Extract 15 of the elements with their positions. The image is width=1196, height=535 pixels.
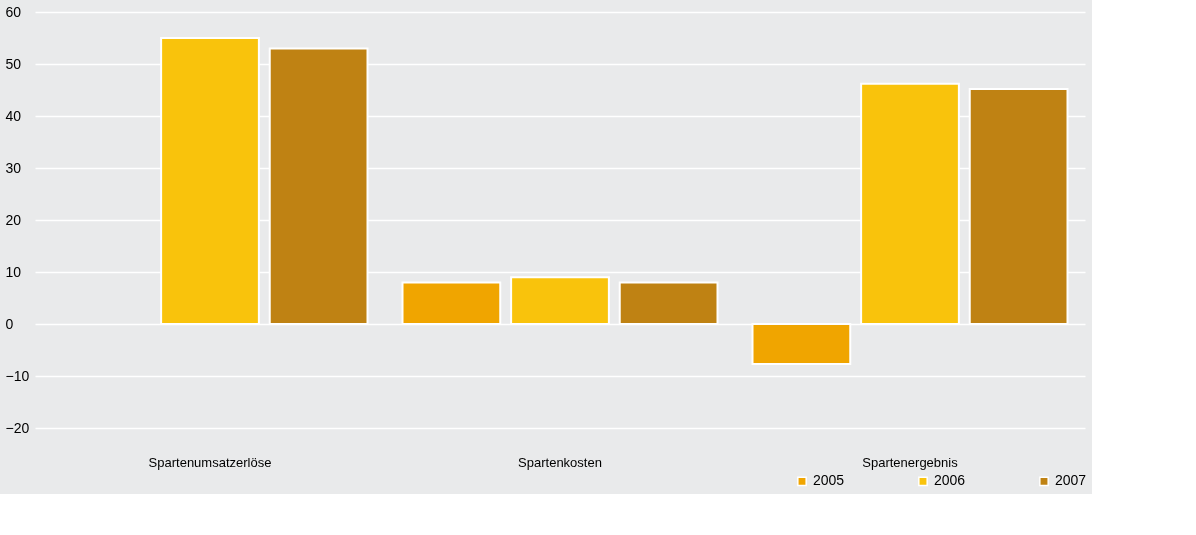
legend-label: 2007 xyxy=(1055,472,1087,489)
y-tick-label: 0 xyxy=(5,315,14,332)
y-tick-label: 20 xyxy=(5,211,22,228)
x-tick-label: Spartenkosten xyxy=(518,454,602,470)
legend-label: 2005 xyxy=(813,472,845,489)
legend-label: 2006 xyxy=(934,472,966,489)
y-tick-label: 30 xyxy=(5,159,22,176)
y-tick-label: 50 xyxy=(5,55,22,72)
y-tick-label: 40 xyxy=(5,107,22,124)
x-tick-label: Spartenergebnis xyxy=(862,454,959,470)
y-tick-label: 60 xyxy=(5,3,22,20)
x-tick-label: Spartenumsatzerlöse xyxy=(148,454,272,470)
y-tick-label: −10 xyxy=(5,367,30,384)
y-tick-label: −20 xyxy=(5,419,30,436)
y-tick-label: 10 xyxy=(5,263,22,280)
